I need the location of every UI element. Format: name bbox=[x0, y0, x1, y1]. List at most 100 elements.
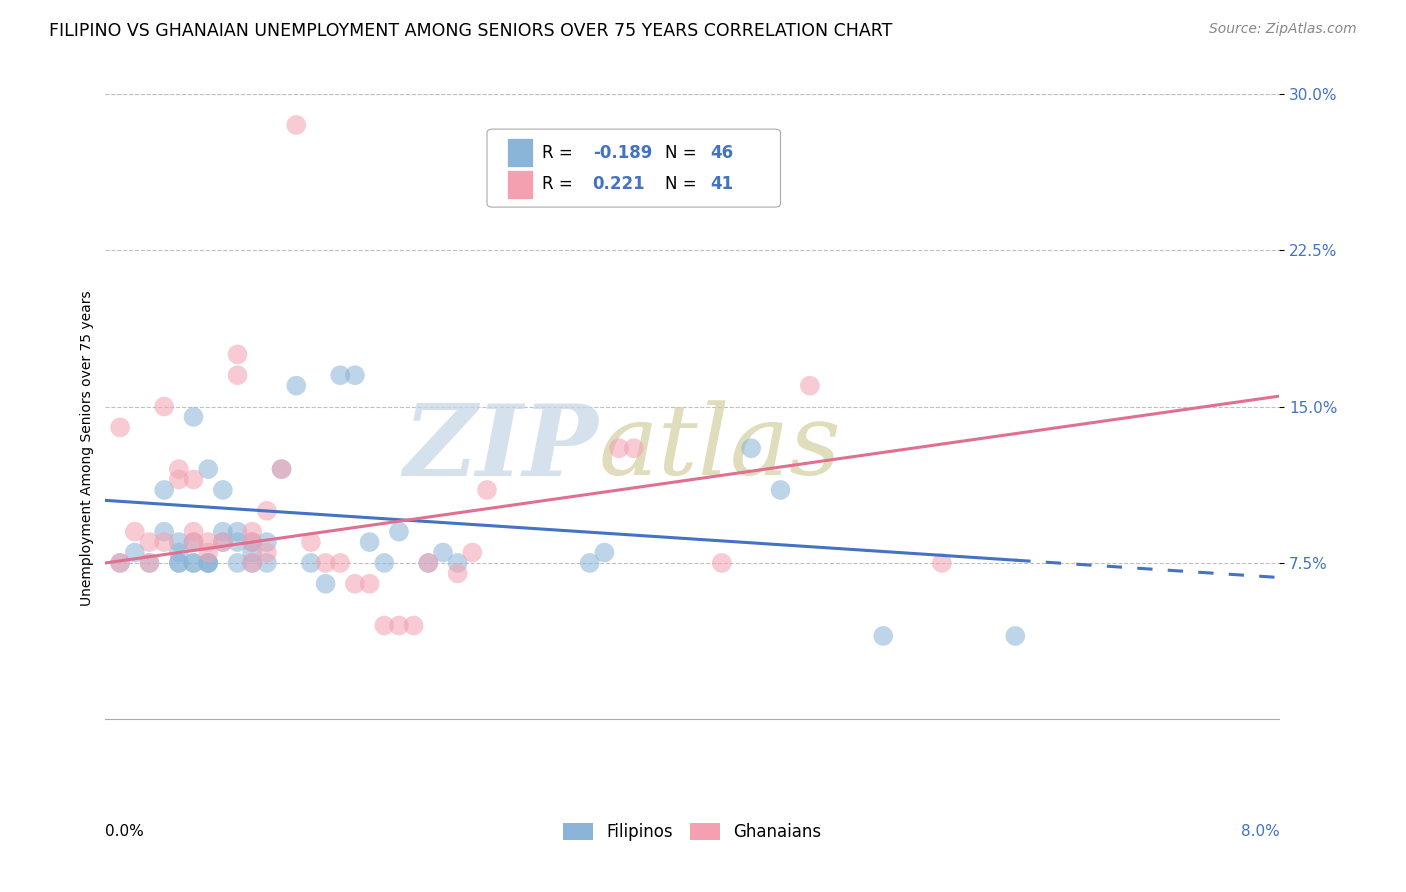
Legend: Filipinos, Ghanaians: Filipinos, Ghanaians bbox=[557, 816, 828, 847]
Point bbox=[388, 524, 411, 539]
Point bbox=[402, 618, 425, 632]
Point bbox=[256, 504, 278, 518]
Point bbox=[167, 473, 190, 487]
Point bbox=[343, 576, 366, 591]
Point bbox=[183, 473, 205, 487]
Point bbox=[299, 535, 322, 549]
Point bbox=[359, 535, 381, 549]
Point bbox=[240, 545, 263, 559]
Point bbox=[447, 556, 470, 570]
Point bbox=[475, 483, 498, 497]
Point bbox=[240, 535, 263, 549]
Point bbox=[593, 545, 616, 559]
Point bbox=[447, 566, 470, 581]
Text: 0.0%: 0.0% bbox=[105, 824, 145, 839]
Point bbox=[240, 556, 263, 570]
Point bbox=[124, 545, 146, 559]
Point bbox=[183, 524, 205, 539]
Point bbox=[153, 400, 176, 414]
Point bbox=[285, 118, 308, 132]
Point bbox=[183, 556, 205, 570]
Point bbox=[740, 441, 762, 455]
Point bbox=[418, 556, 440, 570]
Point bbox=[197, 462, 219, 476]
Point bbox=[183, 535, 205, 549]
Point bbox=[108, 420, 131, 434]
Point bbox=[197, 556, 219, 570]
Point bbox=[359, 576, 381, 591]
Point bbox=[226, 535, 249, 549]
Text: -0.189: -0.189 bbox=[593, 144, 652, 161]
Point bbox=[270, 462, 292, 476]
Point bbox=[153, 483, 176, 497]
Point bbox=[872, 629, 894, 643]
Bar bbox=[508, 137, 533, 168]
Point bbox=[256, 556, 278, 570]
Point bbox=[211, 535, 233, 549]
Point bbox=[138, 535, 160, 549]
Point bbox=[578, 556, 600, 570]
Point bbox=[329, 368, 352, 383]
Point bbox=[108, 556, 131, 570]
Point bbox=[153, 535, 176, 549]
Text: 0.221: 0.221 bbox=[593, 176, 645, 194]
Point bbox=[167, 535, 190, 549]
Point bbox=[315, 576, 337, 591]
Point bbox=[183, 556, 205, 570]
Text: Source: ZipAtlas.com: Source: ZipAtlas.com bbox=[1209, 22, 1357, 37]
Point bbox=[329, 556, 352, 570]
Point bbox=[343, 368, 366, 383]
Point bbox=[270, 462, 292, 476]
Point bbox=[197, 556, 219, 570]
Point bbox=[710, 556, 733, 570]
Point bbox=[211, 535, 233, 549]
Point bbox=[418, 556, 440, 570]
Point bbox=[167, 556, 190, 570]
Point bbox=[226, 347, 249, 361]
Text: FILIPINO VS GHANAIAN UNEMPLOYMENT AMONG SENIORS OVER 75 YEARS CORRELATION CHART: FILIPINO VS GHANAIAN UNEMPLOYMENT AMONG … bbox=[49, 22, 893, 40]
Text: R =: R = bbox=[543, 176, 578, 194]
Text: atlas: atlas bbox=[599, 401, 841, 496]
Point bbox=[623, 441, 645, 455]
Point bbox=[226, 556, 249, 570]
Point bbox=[373, 556, 395, 570]
Text: 41: 41 bbox=[710, 176, 733, 194]
Point bbox=[108, 556, 131, 570]
Point bbox=[138, 556, 160, 570]
Point bbox=[124, 524, 146, 539]
Point bbox=[211, 483, 233, 497]
Point bbox=[461, 545, 484, 559]
Text: R =: R = bbox=[543, 144, 578, 161]
Point bbox=[183, 535, 205, 549]
Point bbox=[240, 524, 263, 539]
Point bbox=[211, 524, 233, 539]
Point bbox=[240, 535, 263, 549]
Text: 46: 46 bbox=[710, 144, 733, 161]
Text: ZIP: ZIP bbox=[404, 400, 599, 497]
Point bbox=[167, 462, 190, 476]
FancyBboxPatch shape bbox=[486, 129, 780, 207]
Point bbox=[799, 378, 821, 392]
Text: N =: N = bbox=[665, 176, 703, 194]
Bar bbox=[508, 169, 533, 199]
Point bbox=[167, 556, 190, 570]
Point bbox=[299, 556, 322, 570]
Point bbox=[138, 556, 160, 570]
Point bbox=[388, 618, 411, 632]
Point bbox=[197, 556, 219, 570]
Point bbox=[607, 441, 630, 455]
Point bbox=[183, 409, 205, 424]
Text: N =: N = bbox=[665, 144, 703, 161]
Point bbox=[285, 378, 308, 392]
Point bbox=[931, 556, 953, 570]
Point bbox=[1004, 629, 1026, 643]
Point bbox=[315, 556, 337, 570]
Point bbox=[240, 556, 263, 570]
Point bbox=[153, 524, 176, 539]
Point bbox=[769, 483, 792, 497]
Point bbox=[197, 535, 219, 549]
Point bbox=[373, 618, 395, 632]
Point bbox=[226, 524, 249, 539]
Y-axis label: Unemployment Among Seniors over 75 years: Unemployment Among Seniors over 75 years bbox=[80, 291, 94, 606]
Point bbox=[256, 535, 278, 549]
